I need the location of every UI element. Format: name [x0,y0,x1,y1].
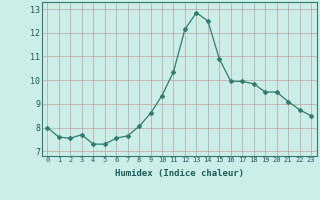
X-axis label: Humidex (Indice chaleur): Humidex (Indice chaleur) [115,169,244,178]
